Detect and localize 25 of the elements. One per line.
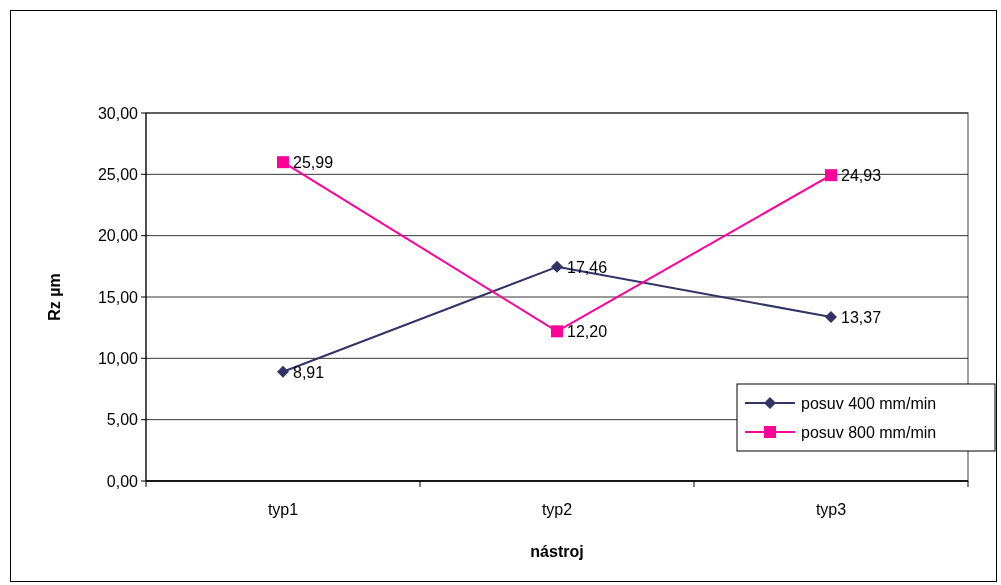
y-tick-label: 20,00 xyxy=(97,227,139,245)
x-tick-label: typ1 xyxy=(267,501,299,518)
y-tick-label: 10,00 xyxy=(97,349,139,367)
legend-label: posuv 400 mm/min xyxy=(801,394,937,412)
point xyxy=(551,260,563,273)
y-axis-title: Rz µm xyxy=(46,273,63,321)
data-label: 8,91 xyxy=(293,363,325,381)
y-tick-label: 25,00 xyxy=(97,165,139,183)
data-label: 17,46 xyxy=(567,258,608,276)
point xyxy=(825,169,837,182)
legend-label: posuv 800 mm/min xyxy=(801,423,937,441)
data-label: 25,99 xyxy=(293,154,334,172)
point xyxy=(277,156,289,169)
y-tick-label: 15,00 xyxy=(97,288,139,306)
x-tick-label: typ3 xyxy=(815,501,847,518)
y-tick-label: 30,00 xyxy=(97,104,139,122)
data-label: 13,37 xyxy=(841,308,882,326)
point xyxy=(551,325,563,338)
point xyxy=(277,365,289,378)
y-tick-label: 0,00 xyxy=(106,472,139,490)
y-tick-label: 5,00 xyxy=(106,411,139,429)
x-tick-label: typ2 xyxy=(541,501,573,518)
x-axis-title: nástroj xyxy=(530,543,584,560)
point xyxy=(825,310,837,323)
data-label: 12,20 xyxy=(567,323,608,341)
